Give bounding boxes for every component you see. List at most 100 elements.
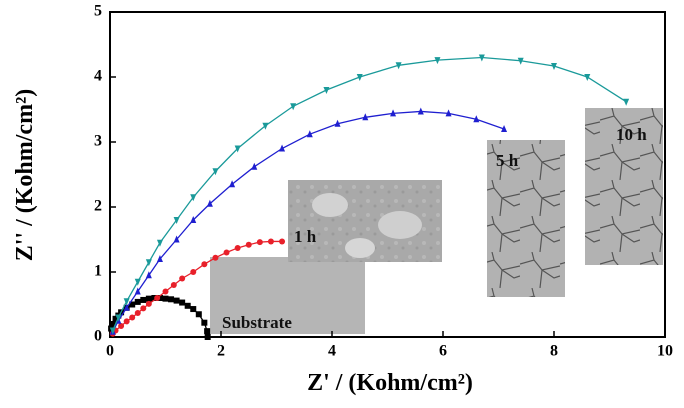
data-point bbox=[140, 296, 147, 303]
data-point bbox=[395, 62, 402, 70]
data-point bbox=[115, 314, 122, 322]
data-point bbox=[584, 74, 591, 81]
data-point bbox=[623, 98, 630, 106]
data-point bbox=[478, 54, 485, 62]
data-point bbox=[206, 199, 213, 207]
y-tick-label: 1 bbox=[94, 263, 102, 280]
x-tick-label: 4 bbox=[328, 343, 336, 360]
data-point bbox=[356, 74, 363, 81]
data-point bbox=[184, 302, 191, 309]
x-axis-title: Z' / (Kohm/cm²) bbox=[307, 370, 473, 396]
data-point bbox=[129, 314, 136, 321]
data-point bbox=[195, 311, 202, 318]
data-point bbox=[190, 216, 197, 223]
data-point bbox=[306, 130, 313, 138]
inset-image bbox=[487, 140, 565, 297]
x-tick-label: 6 bbox=[439, 343, 447, 360]
data-point bbox=[267, 238, 274, 245]
data-point bbox=[256, 239, 263, 246]
data-point bbox=[362, 113, 369, 121]
data-point bbox=[173, 235, 180, 243]
data-point bbox=[473, 115, 480, 123]
data-point bbox=[173, 217, 180, 224]
data-point bbox=[279, 144, 286, 152]
data-point bbox=[234, 244, 241, 251]
data-point bbox=[290, 103, 297, 111]
data-point bbox=[134, 309, 141, 316]
data-point bbox=[204, 328, 211, 335]
y-tick-label: 5 bbox=[94, 3, 102, 20]
x-tick-label: 0 bbox=[106, 343, 114, 360]
inset-image bbox=[585, 108, 663, 265]
data-point bbox=[118, 322, 125, 329]
data-point bbox=[323, 87, 330, 94]
inset-image bbox=[210, 257, 365, 334]
inset-label: Substrate bbox=[222, 313, 292, 332]
y-tick-label: 3 bbox=[94, 133, 102, 150]
data-point bbox=[551, 62, 557, 70]
x-tick-label: 8 bbox=[550, 343, 558, 360]
data-point bbox=[162, 295, 169, 302]
data-point bbox=[123, 318, 130, 325]
data-point bbox=[445, 109, 452, 117]
data-point bbox=[390, 109, 397, 117]
data-point bbox=[109, 327, 116, 335]
series-line bbox=[112, 110, 505, 333]
data-point bbox=[179, 299, 186, 306]
data-point bbox=[234, 145, 241, 153]
data-point bbox=[170, 282, 177, 288]
data-point bbox=[190, 269, 197, 275]
data-point bbox=[212, 254, 219, 261]
data-point bbox=[190, 194, 197, 202]
data-point bbox=[112, 315, 119, 322]
data-point bbox=[417, 107, 424, 115]
y-tick-label: 2 bbox=[94, 198, 102, 215]
data-point bbox=[245, 241, 252, 248]
data-point bbox=[134, 287, 141, 295]
data-point bbox=[173, 297, 180, 304]
inset-label: 1 h bbox=[294, 227, 317, 246]
data-point bbox=[179, 275, 186, 282]
data-point bbox=[123, 303, 130, 311]
data-point bbox=[140, 305, 147, 312]
plot-frame bbox=[109, 11, 666, 338]
inset-label: 10 h bbox=[616, 125, 647, 144]
data-point bbox=[334, 119, 341, 127]
data-point bbox=[168, 296, 175, 303]
data-point bbox=[251, 162, 258, 170]
data-point bbox=[156, 255, 163, 262]
data-point bbox=[190, 306, 197, 313]
x-tick-label: 2 bbox=[217, 343, 225, 360]
data-point bbox=[145, 300, 152, 307]
x-tick-label: 10 bbox=[657, 343, 673, 360]
data-point bbox=[129, 301, 136, 308]
data-point bbox=[154, 295, 161, 301]
data-point bbox=[262, 122, 269, 130]
data-point bbox=[156, 239, 163, 247]
data-point bbox=[204, 334, 211, 340]
insets: Substrate 1 h 5 h 10 h bbox=[210, 108, 663, 334]
inset-grain bbox=[378, 211, 422, 239]
y-axis-title: Z'' / (Kohm/cm²) bbox=[12, 89, 38, 262]
data-point bbox=[501, 125, 508, 132]
data-point bbox=[109, 321, 116, 327]
data-point bbox=[123, 298, 130, 306]
data-point bbox=[517, 57, 524, 65]
data-point bbox=[279, 238, 286, 245]
data-point bbox=[134, 298, 141, 305]
data-point bbox=[145, 271, 152, 279]
data-point bbox=[434, 57, 441, 65]
data-point bbox=[145, 259, 152, 267]
data-point bbox=[201, 261, 208, 268]
data-point bbox=[229, 180, 236, 188]
data-point bbox=[145, 295, 152, 302]
inset-grain bbox=[345, 238, 375, 258]
y-tick-label: 0 bbox=[94, 328, 102, 345]
inset-grain bbox=[312, 193, 348, 217]
data-point bbox=[212, 168, 219, 176]
y-tick-label: 4 bbox=[94, 68, 102, 85]
data-point bbox=[201, 319, 208, 326]
data-point bbox=[162, 288, 169, 295]
inset-label: 5 h bbox=[496, 151, 519, 170]
